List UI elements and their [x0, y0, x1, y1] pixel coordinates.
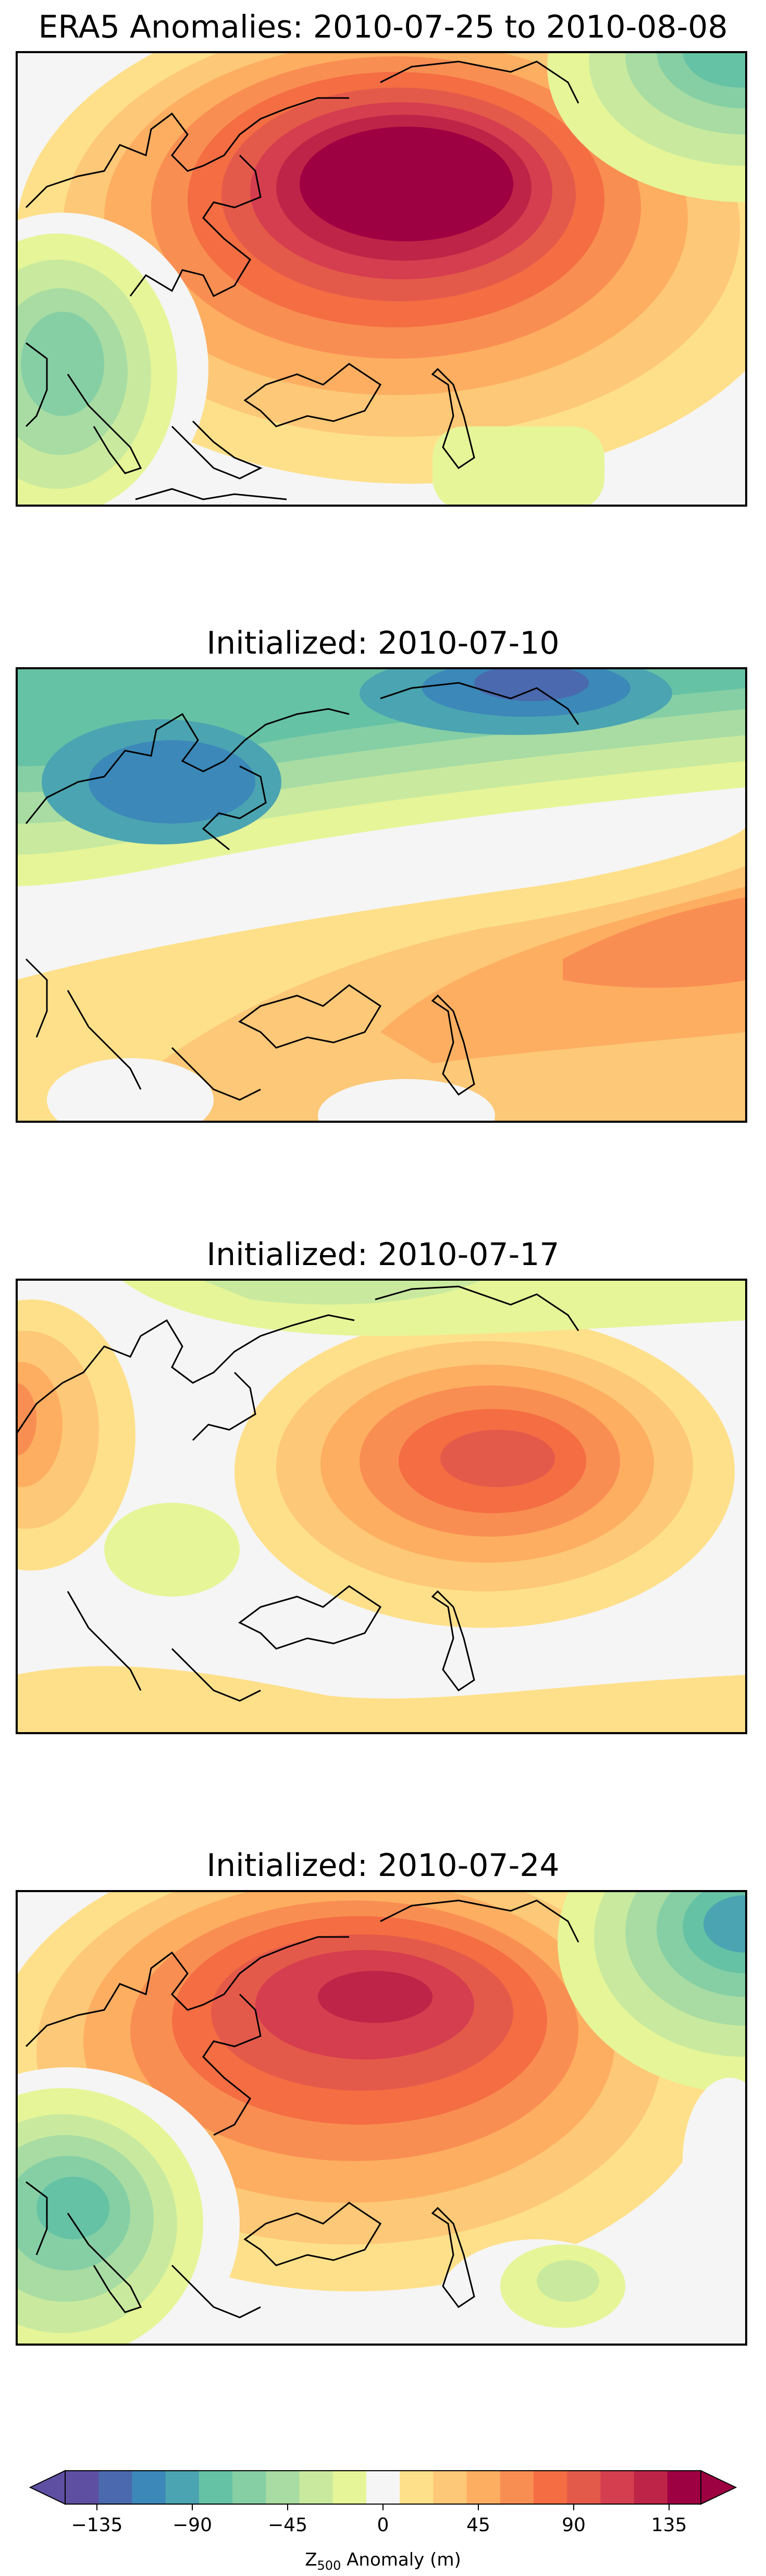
panel-1-frame — [16, 51, 747, 507]
colorbar-tick-label: 135 — [651, 2514, 687, 2536]
colorbar-ticks: −135 −90 −45 0 45 90 135 — [71, 2504, 687, 2536]
colorbar-tick-label: −135 — [71, 2514, 123, 2536]
colorbar-swatches — [65, 2471, 701, 2504]
colorbar-label-rest: Anomaly (m) — [341, 2549, 461, 2570]
colorbar-swatch — [299, 2471, 333, 2504]
panel-1-contour — [683, 51, 747, 88]
panel-2-contour — [89, 740, 255, 824]
panel-1-coastlines — [25, 60, 579, 500]
colorbar-swatch — [600, 2471, 635, 2504]
panel-2-contour — [94, 865, 747, 1123]
colorbar-label-main: Z — [305, 2549, 317, 2570]
panel-4-title: Initialized: 2010-07-24 — [206, 1847, 560, 1884]
colorbar-label-sub: 500 — [317, 2558, 341, 2573]
colorbar-swatch — [132, 2471, 166, 2504]
colorbar-tick-label: 90 — [562, 2514, 586, 2536]
colorbar-tick-label: 0 — [377, 2514, 389, 2536]
panel-3-map — [16, 1279, 747, 1734]
colorbar-swatch — [165, 2471, 200, 2504]
panel-4-contour — [318, 1971, 433, 2023]
panel-3-contour — [16, 1666, 747, 1734]
colorbar-tick-label: 45 — [466, 2514, 490, 2536]
colorbar-tick-label: −90 — [172, 2514, 212, 2536]
colorbar-swatch — [433, 2471, 467, 2504]
panel-3-coastlines — [16, 1285, 579, 1702]
panel-2-frame — [16, 667, 747, 1123]
panel-3-title: Initialized: 2010-07-17 — [206, 1236, 560, 1273]
colorbar-swatch — [634, 2471, 668, 2504]
colorbar-swatch — [266, 2471, 300, 2504]
colorbar-swatch — [199, 2471, 233, 2504]
panel-3-contour — [104, 1503, 240, 1597]
panel-2-contour — [474, 667, 589, 701]
panel-3-frame — [16, 1279, 747, 1734]
colorbar-swatch — [567, 2471, 601, 2504]
colorbar-swatch — [667, 2471, 701, 2504]
colorbar-swatch — [533, 2471, 567, 2504]
panel-2-contour — [318, 1079, 495, 1123]
colorbar-swatch — [232, 2471, 266, 2504]
colorbar-outline — [65, 2470, 701, 2505]
panel-4-contour — [537, 2260, 599, 2302]
colorbar-swatch — [332, 2471, 367, 2504]
colorbar-swatch — [500, 2471, 534, 2504]
colorbar-tick-label: −45 — [268, 2514, 307, 2536]
panel-3-contour — [198, 1279, 485, 1305]
panel-1-map — [16, 51, 747, 507]
panel-2-title: Initialized: 2010-07-10 — [206, 625, 560, 661]
colorbar-left-extend-arrow — [29, 2470, 66, 2505]
panel-2-contour — [563, 897, 747, 988]
colorbar-swatch — [400, 2471, 434, 2504]
colorbar-swatch — [366, 2471, 400, 2504]
panel-2-coastlines — [25, 682, 579, 1101]
panel-4-contour — [703, 1895, 747, 1953]
colorbar-right-extend-arrow — [700, 2470, 737, 2505]
panel-2-contour — [16, 808, 747, 943]
panel-1-contour — [433, 426, 604, 507]
panel-3-contour — [440, 1430, 555, 1487]
panel-2-map — [16, 667, 747, 1123]
panel-1-title: ERA5 Anomalies: 2010-07-25 to 2010-08-08 — [38, 9, 728, 45]
panel-1-contour — [21, 312, 104, 416]
panel-2-contour — [47, 1058, 214, 1123]
colorbar-swatch — [65, 2471, 99, 2504]
panel-4-contour — [683, 2078, 747, 2244]
panel-4-coastlines — [25, 1899, 579, 2319]
colorbar-label: Z500 Anomaly (m) — [305, 2549, 461, 2573]
colorbar-swatch — [98, 2471, 133, 2504]
panel-4-contour — [36, 2177, 109, 2239]
panel-4-frame — [16, 1890, 747, 2346]
panel-1-contour — [300, 127, 513, 241]
colorbar-swatch — [466, 2471, 501, 2504]
panel-4-map — [16, 1890, 747, 2346]
